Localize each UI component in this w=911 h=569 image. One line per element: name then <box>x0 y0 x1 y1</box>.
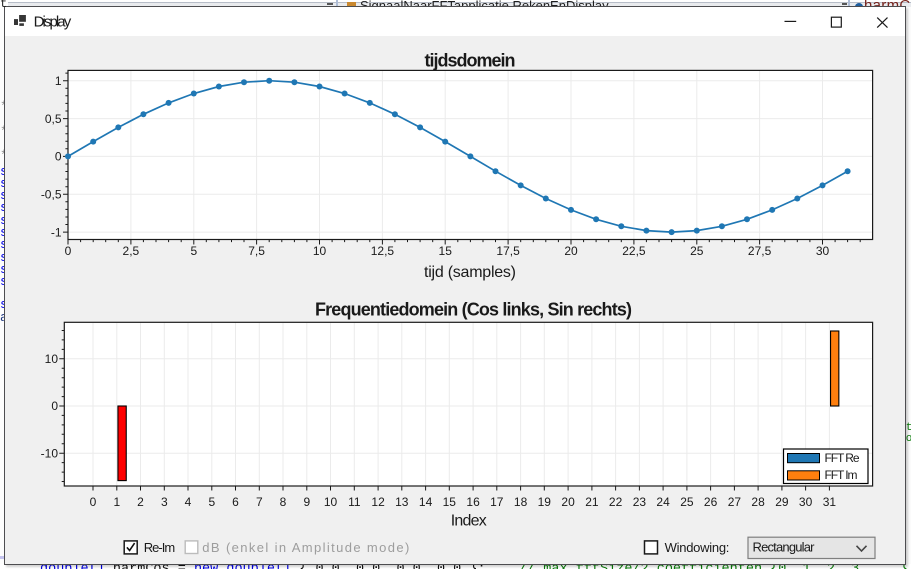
svg-text:16: 16 <box>466 495 480 509</box>
svg-text:Windowing:: Windowing: <box>665 540 730 555</box>
svg-text:8: 8 <box>280 495 287 509</box>
svg-text:20: 20 <box>561 495 575 509</box>
svg-text:4: 4 <box>185 495 192 509</box>
svg-text:10: 10 <box>313 244 327 258</box>
svg-text:tijd (samples): tijd (samples) <box>424 264 516 281</box>
svg-text:22,5: 22,5 <box>622 244 646 258</box>
svg-text:12: 12 <box>371 495 385 509</box>
svg-text:18: 18 <box>514 495 528 509</box>
svg-text:Rectangular: Rectangular <box>753 540 816 555</box>
svg-text:20: 20 <box>564 244 578 258</box>
svg-text:9: 9 <box>303 495 310 509</box>
svg-text:11: 11 <box>348 495 361 509</box>
svg-text:1: 1 <box>55 74 62 88</box>
svg-text:31: 31 <box>823 495 837 509</box>
svg-text:10: 10 <box>45 352 59 366</box>
svg-text:30: 30 <box>799 495 813 509</box>
svg-text:Frequentiedomein (Cos links, S: Frequentiedomein (Cos links, Sin rechts) <box>315 299 632 319</box>
svg-text:15: 15 <box>443 495 457 509</box>
svg-text:5: 5 <box>208 495 215 509</box>
svg-text:30: 30 <box>816 244 830 258</box>
svg-text:10: 10 <box>324 495 338 509</box>
svg-text:28: 28 <box>751 495 765 509</box>
svg-text:-10: -10 <box>41 446 59 460</box>
svg-text:0: 0 <box>55 150 62 164</box>
svg-text:0: 0 <box>90 495 97 509</box>
svg-text:7,5: 7,5 <box>248 244 265 258</box>
svg-text:0: 0 <box>65 244 72 258</box>
svg-text:Display: Display <box>34 14 72 31</box>
svg-text:Re-Im: Re-Im <box>144 540 176 555</box>
svg-text:0: 0 <box>51 399 58 413</box>
svg-text:tijdsdomein: tijdsdomein <box>425 51 516 71</box>
svg-text:26: 26 <box>704 495 718 509</box>
svg-text:dB (enkel in Amplitude mode): dB (enkel in Amplitude mode) <box>202 540 409 555</box>
svg-text:27: 27 <box>728 495 742 509</box>
svg-text:1: 1 <box>113 495 120 509</box>
svg-text:3: 3 <box>161 495 168 509</box>
svg-text:15: 15 <box>439 244 453 258</box>
svg-text:0,5: 0,5 <box>45 112 62 126</box>
svg-text:FFT Re: FFT Re <box>825 451 860 465</box>
svg-text:13: 13 <box>395 495 409 509</box>
svg-text:29: 29 <box>775 495 789 509</box>
svg-text:22: 22 <box>609 495 623 509</box>
svg-text:2: 2 <box>137 495 144 509</box>
svg-text:12,5: 12,5 <box>371 244 395 258</box>
svg-text:17: 17 <box>490 495 504 509</box>
svg-text:23: 23 <box>633 495 647 509</box>
svg-text:21: 21 <box>585 495 599 509</box>
svg-text:FFT Im: FFT Im <box>825 468 858 482</box>
svg-text:25: 25 <box>690 244 704 258</box>
svg-text:14: 14 <box>419 495 433 509</box>
svg-text:-0,5: -0,5 <box>41 187 62 201</box>
svg-text:19: 19 <box>538 495 552 509</box>
svg-text:5: 5 <box>190 244 197 258</box>
svg-text:7: 7 <box>256 495 263 509</box>
svg-text:Index: Index <box>451 513 487 530</box>
svg-text:-1: -1 <box>51 225 62 239</box>
svg-text:24: 24 <box>656 495 670 509</box>
svg-text:25: 25 <box>680 495 694 509</box>
svg-text:2,5: 2,5 <box>123 244 140 258</box>
svg-text:17,5: 17,5 <box>496 244 520 258</box>
svg-text:6: 6 <box>232 495 239 509</box>
svg-text:27,5: 27,5 <box>748 244 772 258</box>
